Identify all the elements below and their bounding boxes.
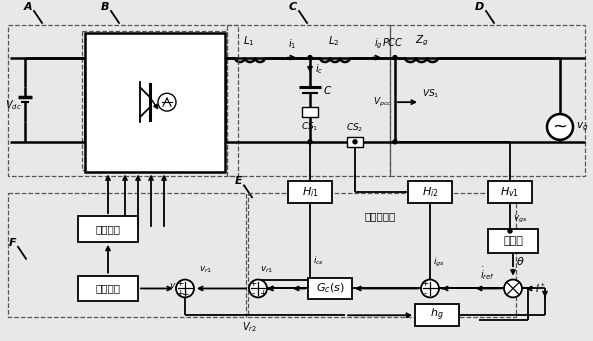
Bar	[488, 229, 538, 253]
Bar	[8, 193, 246, 317]
Text: A: A	[23, 2, 32, 12]
Text: $VS_1$: $VS_1$	[422, 88, 439, 100]
Text: $i_1$: $i_1$	[288, 37, 296, 50]
Text: $v_{r1}$: $v_{r1}$	[260, 264, 273, 275]
Bar	[308, 278, 352, 299]
Text: B: B	[100, 2, 109, 12]
Text: +: +	[176, 279, 184, 288]
Text: 比较单元: 比较单元	[95, 283, 120, 294]
Circle shape	[393, 56, 397, 60]
Circle shape	[308, 56, 312, 60]
Bar	[82, 31, 227, 169]
Text: $H_{i2}$: $H_{i2}$	[422, 186, 438, 199]
Text: $h_g$: $h_g$	[430, 307, 444, 323]
Text: E: E	[234, 176, 242, 187]
Circle shape	[158, 93, 176, 111]
Text: $i_c$: $i_c$	[315, 62, 323, 76]
Text: $PCC$: $PCC$	[382, 36, 404, 48]
Text: $H_{i1}$: $H_{i1}$	[302, 186, 318, 199]
Text: D: D	[475, 2, 484, 12]
Text: +: +	[181, 290, 189, 299]
Text: 锁相环: 锁相环	[503, 236, 523, 246]
Text: $I^*$: $I^*$	[535, 282, 546, 295]
Text: $v_{gs}$: $v_{gs}$	[513, 214, 528, 225]
Text: $V_{pcc}$: $V_{pcc}$	[373, 95, 392, 109]
Text: +: +	[421, 279, 429, 288]
Text: +: +	[249, 279, 257, 288]
Text: C: C	[289, 2, 297, 12]
Text: +: +	[259, 289, 267, 298]
Circle shape	[547, 114, 573, 140]
Text: ~: ~	[553, 118, 568, 136]
Text: +: +	[176, 289, 184, 298]
Circle shape	[421, 280, 439, 297]
Text: $Z_g$: $Z_g$	[415, 33, 429, 48]
Text: 电流控制器: 电流控制器	[364, 211, 396, 221]
Bar	[288, 181, 332, 203]
Text: $v_m$: $v_m$	[169, 281, 182, 292]
Text: $CS_2$: $CS_2$	[346, 121, 364, 134]
Bar	[248, 193, 516, 317]
Bar	[390, 25, 585, 177]
Text: $\theta$: $\theta$	[516, 255, 525, 267]
Text: $V_{dc}$: $V_{dc}$	[5, 98, 21, 112]
Text: $V_{r2}$: $V_{r2}$	[243, 320, 257, 334]
Bar	[8, 25, 238, 177]
Bar	[347, 137, 363, 147]
Circle shape	[176, 280, 194, 297]
Text: $CS_1$: $CS_1$	[301, 121, 319, 133]
Circle shape	[508, 229, 512, 233]
Text: $v_g$: $v_g$	[576, 121, 588, 133]
Bar	[227, 25, 390, 177]
Text: $i_{gs}$: $i_{gs}$	[433, 255, 445, 269]
Circle shape	[504, 280, 522, 297]
Text: 驱动信号: 驱动信号	[95, 224, 120, 234]
Circle shape	[393, 140, 397, 144]
Text: $C$: $C$	[323, 84, 332, 96]
Bar	[415, 304, 459, 326]
Circle shape	[353, 140, 357, 144]
Text: $L_1$: $L_1$	[243, 34, 255, 48]
Bar	[408, 181, 452, 203]
Text: $i_g$: $i_g$	[374, 36, 382, 50]
Bar	[78, 216, 138, 242]
Text: $L_2$: $L_2$	[328, 34, 340, 48]
Text: -: -	[251, 289, 254, 298]
Text: $\dot{i}_{ref}$: $\dot{i}_{ref}$	[480, 265, 496, 282]
Text: F: F	[8, 238, 16, 248]
Text: $H_{v1}$: $H_{v1}$	[500, 186, 519, 199]
Circle shape	[308, 140, 312, 144]
Bar	[78, 276, 138, 301]
Text: $i_{cs}$: $i_{cs}$	[313, 254, 324, 267]
Bar	[85, 33, 225, 172]
Bar	[302, 107, 318, 117]
Circle shape	[249, 280, 267, 297]
Text: $v_{r1}$: $v_{r1}$	[199, 264, 212, 275]
Text: -: -	[423, 289, 427, 298]
Bar	[488, 181, 532, 203]
Text: $G_c(s)$: $G_c(s)$	[315, 282, 345, 295]
